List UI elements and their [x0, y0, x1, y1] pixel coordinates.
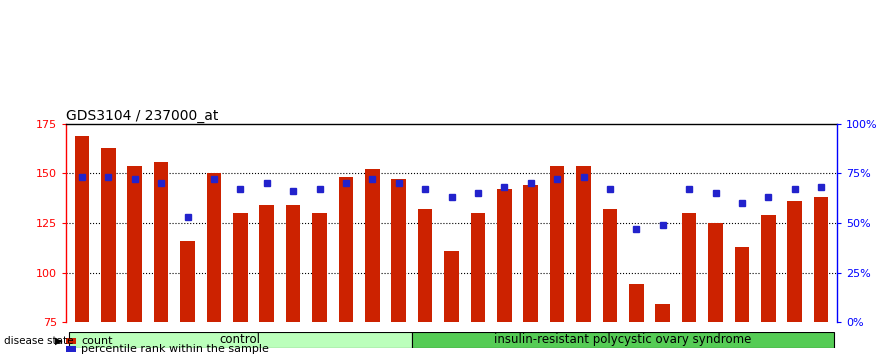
Bar: [788, 201, 802, 322]
Bar: [682, 213, 696, 322]
Bar: [708, 223, 722, 322]
Bar: [629, 285, 644, 322]
Bar: [550, 166, 565, 322]
Bar: [761, 215, 775, 322]
Text: disease state: disease state: [4, 336, 74, 346]
Bar: [391, 179, 406, 322]
Bar: [497, 189, 512, 322]
Bar: [312, 213, 327, 322]
Bar: [233, 213, 248, 322]
Bar: [285, 205, 300, 322]
Bar: [655, 304, 670, 322]
Bar: [66, 347, 76, 352]
Text: ▶: ▶: [55, 336, 63, 346]
Bar: [814, 197, 828, 322]
Bar: [207, 173, 221, 322]
Text: count: count: [81, 336, 113, 346]
Bar: [128, 166, 142, 322]
Bar: [603, 209, 618, 322]
Bar: [259, 205, 274, 322]
Bar: [69, 332, 412, 348]
Text: GDS3104 / 237000_at: GDS3104 / 237000_at: [66, 109, 218, 123]
Text: control: control: [220, 333, 261, 346]
Bar: [576, 166, 591, 322]
Bar: [444, 251, 459, 322]
Bar: [101, 148, 115, 322]
Bar: [181, 241, 195, 322]
Text: insulin-resistant polycystic ovary syndrome: insulin-resistant polycystic ovary syndr…: [494, 333, 751, 346]
Text: percentile rank within the sample: percentile rank within the sample: [81, 344, 270, 354]
Bar: [75, 136, 89, 322]
Bar: [66, 338, 76, 344]
Bar: [735, 247, 749, 322]
Bar: [418, 209, 433, 322]
Bar: [365, 170, 380, 322]
Bar: [523, 185, 538, 322]
Bar: [412, 332, 834, 348]
Bar: [338, 177, 353, 322]
Bar: [470, 213, 485, 322]
Bar: [154, 161, 168, 322]
